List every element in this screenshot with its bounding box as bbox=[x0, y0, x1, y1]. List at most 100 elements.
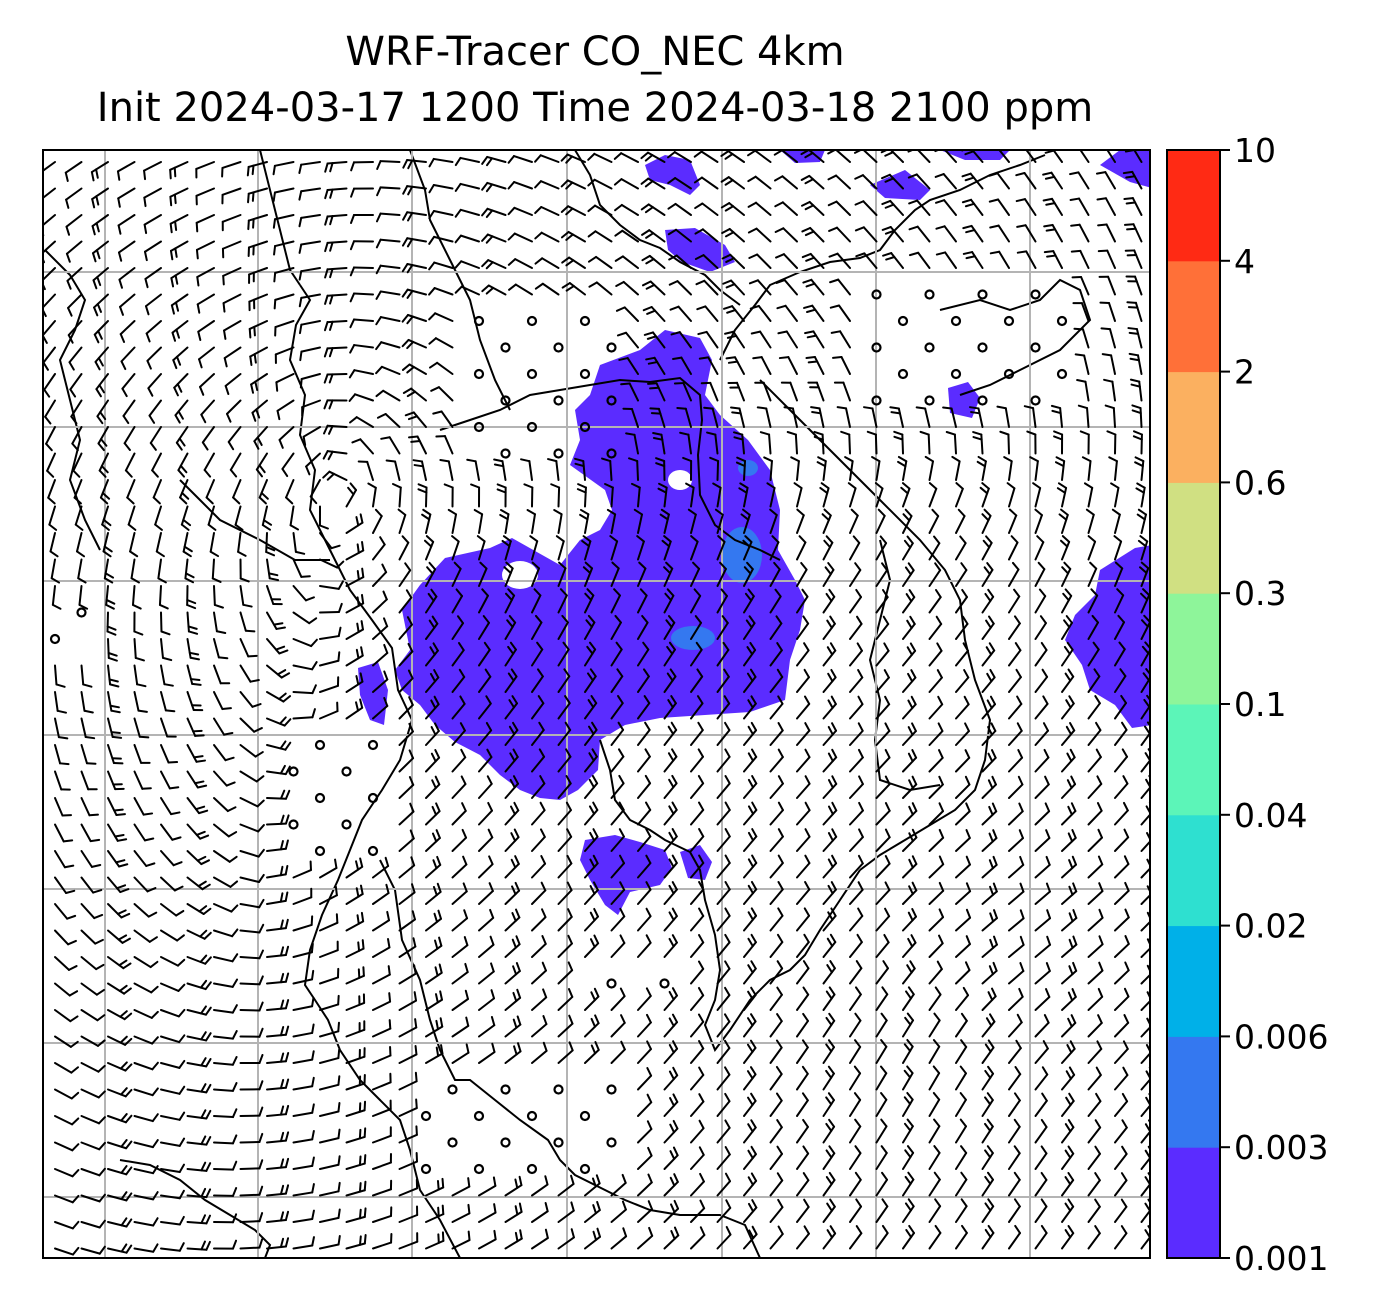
wind-barb bbox=[319, 558, 345, 569]
wind-barb bbox=[319, 626, 342, 640]
wind-barb bbox=[266, 864, 289, 879]
wind-barb bbox=[1053, 430, 1064, 455]
wind-barb bbox=[531, 695, 545, 720]
wind-barb bbox=[1087, 668, 1101, 693]
wind-barb bbox=[748, 279, 772, 296]
wind-barb bbox=[849, 1145, 862, 1170]
wind-barb bbox=[1015, 171, 1037, 190]
wind-barb bbox=[133, 1243, 159, 1253]
wind-barb bbox=[576, 483, 587, 508]
wind-barb bbox=[1087, 1040, 1103, 1064]
wind-barb bbox=[345, 1127, 367, 1144]
wind-barb bbox=[345, 939, 365, 958]
wind-barb bbox=[796, 960, 810, 985]
wind-barb bbox=[478, 1015, 496, 1038]
wind-barb bbox=[610, 854, 626, 879]
wind-barb bbox=[319, 1181, 341, 1197]
wind-barb bbox=[402, 211, 427, 222]
wind-barb bbox=[1140, 801, 1150, 826]
wind-barb bbox=[902, 1012, 915, 1038]
wind-barb bbox=[743, 986, 757, 1011]
wind-barb bbox=[555, 535, 565, 561]
wind-barb bbox=[637, 1093, 653, 1117]
wind-barb bbox=[988, 150, 1010, 163]
wind-barb bbox=[822, 1145, 836, 1170]
calm-wind-marker bbox=[473, 421, 485, 433]
wind-barb bbox=[169, 240, 189, 261]
wind-barb bbox=[1097, 249, 1116, 269]
wind-barb bbox=[124, 452, 136, 478]
wind-barb bbox=[213, 717, 234, 736]
wind-barb bbox=[372, 1045, 392, 1064]
wind-barb bbox=[1008, 935, 1025, 958]
wind-barb bbox=[849, 722, 864, 746]
wind-barb bbox=[769, 588, 782, 614]
wind-barb bbox=[902, 722, 917, 746]
wind-barb bbox=[298, 214, 321, 228]
wind-barb bbox=[160, 1137, 186, 1147]
wind-barb bbox=[160, 1008, 186, 1018]
wind-barb bbox=[54, 903, 77, 920]
wind-barb bbox=[1061, 1066, 1076, 1091]
wind-barb bbox=[186, 717, 205, 737]
wind-barb bbox=[908, 225, 931, 243]
wind-barb bbox=[796, 695, 811, 720]
wind-barb bbox=[401, 263, 427, 274]
wind-barb bbox=[670, 331, 692, 349]
wind-barb bbox=[478, 615, 490, 640]
wind-barb bbox=[604, 482, 614, 508]
wind-barb bbox=[749, 304, 772, 322]
border-inland-3 bbox=[179, 479, 330, 561]
wind-barb bbox=[476, 535, 486, 561]
wind-barb bbox=[345, 513, 364, 534]
wind-barb bbox=[213, 1029, 238, 1040]
wind-barb bbox=[1061, 1014, 1077, 1038]
wind-barb bbox=[74, 505, 84, 531]
wind-barb bbox=[742, 535, 753, 561]
wind-barb bbox=[425, 615, 439, 640]
wind-barb bbox=[213, 1055, 238, 1066]
wind-barb bbox=[849, 1198, 863, 1223]
wind-barb bbox=[372, 643, 389, 667]
wind-barb bbox=[531, 748, 546, 773]
wind-barb bbox=[900, 482, 911, 508]
wind-barb bbox=[796, 588, 809, 614]
calm-wind-marker bbox=[500, 448, 511, 459]
wind-barb bbox=[955, 1198, 968, 1223]
colorbar-tick-label: 10 bbox=[1234, 131, 1276, 170]
wind-barb bbox=[107, 1217, 133, 1228]
wind-barb bbox=[523, 483, 534, 508]
wind-barb bbox=[716, 641, 730, 667]
wind-barb bbox=[186, 638, 200, 661]
wind-barb bbox=[641, 229, 666, 243]
wind-barb bbox=[663, 588, 675, 614]
wind-barb bbox=[955, 749, 971, 773]
wind-barb bbox=[804, 330, 825, 349]
wind-barb bbox=[504, 668, 518, 693]
wind-barb bbox=[716, 668, 730, 693]
wind-barb bbox=[133, 1191, 159, 1201]
wind-barb bbox=[345, 672, 364, 693]
wind-barb bbox=[504, 908, 521, 932]
wind-barb bbox=[690, 960, 705, 985]
wind-barb bbox=[875, 986, 889, 1011]
wind-barb bbox=[195, 187, 215, 206]
wind-barb bbox=[91, 187, 109, 209]
wind-barb bbox=[561, 282, 586, 296]
wind-barb bbox=[196, 267, 215, 287]
wind-barb bbox=[849, 907, 864, 932]
wind-barb bbox=[276, 399, 295, 421]
wind-barb bbox=[398, 937, 417, 958]
wind-barb bbox=[1114, 881, 1130, 905]
wind-barb bbox=[981, 668, 996, 693]
wind-barb bbox=[80, 1245, 106, 1255]
wind-barb bbox=[769, 1013, 783, 1038]
wind-barb bbox=[507, 258, 533, 269]
tracer-concentration-layer bbox=[358, 150, 1150, 915]
wind-barb bbox=[398, 1125, 418, 1144]
wind-barb bbox=[928, 1171, 941, 1197]
wind-barb bbox=[716, 695, 731, 720]
wind-barb bbox=[372, 938, 391, 958]
wind-barb bbox=[663, 1146, 679, 1170]
